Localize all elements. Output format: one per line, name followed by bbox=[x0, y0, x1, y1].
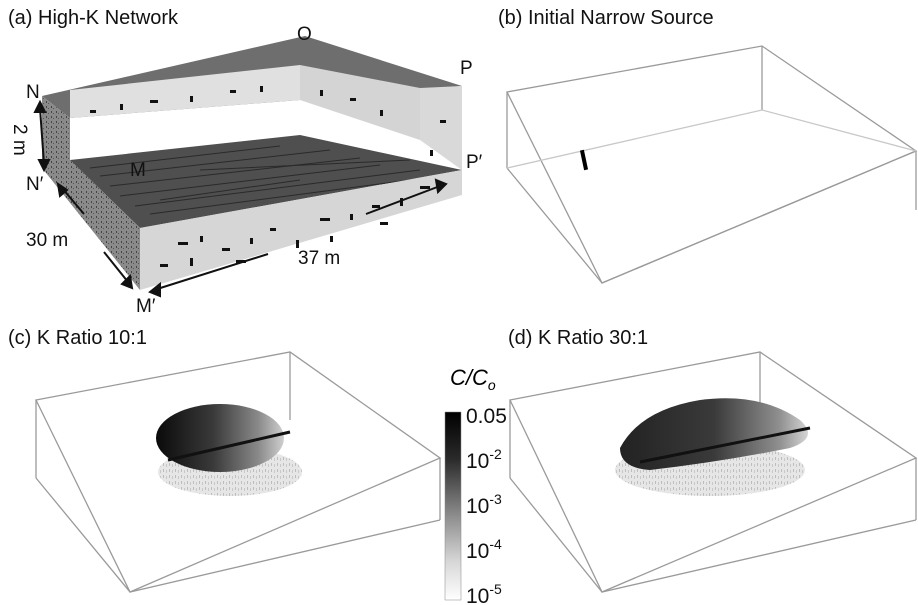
point-N-prime: N′ bbox=[26, 174, 44, 195]
block-left-face bbox=[42, 96, 140, 290]
inner-right-step bbox=[420, 86, 462, 170]
dimension-height: 2 m bbox=[9, 124, 30, 156]
point-M: M bbox=[130, 160, 146, 181]
colorbar-tick-label: 10-3 bbox=[466, 491, 502, 518]
point-N: N bbox=[26, 82, 40, 103]
panel-d: (d) K Ratio 30:1 bbox=[508, 327, 918, 593]
colorbar: C/Co 0.05 10-2 10-3 10-4 10-5 bbox=[444, 365, 507, 605]
colorbar-gradient bbox=[444, 411, 462, 601]
panel-b: (b) Initial Narrow Source bbox=[498, 7, 918, 284]
inner-right-wall bbox=[300, 65, 420, 140]
panel-c-label: (c) K Ratio 10:1 bbox=[8, 327, 147, 349]
point-P: P bbox=[460, 58, 473, 79]
domain-outline-c bbox=[35, 351, 442, 593]
colorbar-tick-label: 10-2 bbox=[466, 446, 502, 473]
panel-d-label: (d) K Ratio 30:1 bbox=[508, 327, 648, 349]
panel-c: (c) K Ratio 10:1 bbox=[8, 327, 442, 593]
plume-axis-d bbox=[639, 426, 811, 464]
panel-a-label: (a) High-K Network bbox=[8, 7, 179, 29]
initial-source bbox=[579, 149, 589, 171]
dimension-length: 37 m bbox=[298, 248, 340, 269]
panel-a: (a) High-K Network bbox=[8, 7, 483, 317]
block-cut-floor bbox=[70, 135, 462, 228]
dimension-arrows bbox=[33, 99, 448, 298]
domain-outline-b bbox=[506, 45, 918, 284]
colorbar-title: C/Co bbox=[450, 365, 496, 393]
panel-b-label: (b) Initial Narrow Source bbox=[498, 7, 714, 29]
plume-upper-d bbox=[620, 398, 808, 470]
colorbar-tick-label: 10-5 bbox=[466, 581, 502, 605]
colorbar-ticks: 0.05 10-2 10-3 10-4 10-5 bbox=[466, 405, 507, 605]
point-O: O bbox=[297, 24, 312, 45]
domain-outline-d bbox=[509, 351, 918, 593]
point-M-prime: M′ bbox=[136, 296, 156, 317]
block-front-face bbox=[140, 170, 462, 290]
colorbar-tick-label: 0.05 bbox=[466, 405, 507, 428]
inner-back-wall bbox=[70, 65, 300, 118]
fracture-network bbox=[89, 145, 441, 215]
colorbar-tick-label: 10-4 bbox=[466, 536, 502, 563]
dimension-width: 30 m bbox=[26, 230, 68, 251]
back-wall-fractures bbox=[90, 86, 446, 156]
point-P-prime: P′ bbox=[466, 152, 483, 173]
plume-axis-c bbox=[167, 430, 291, 462]
